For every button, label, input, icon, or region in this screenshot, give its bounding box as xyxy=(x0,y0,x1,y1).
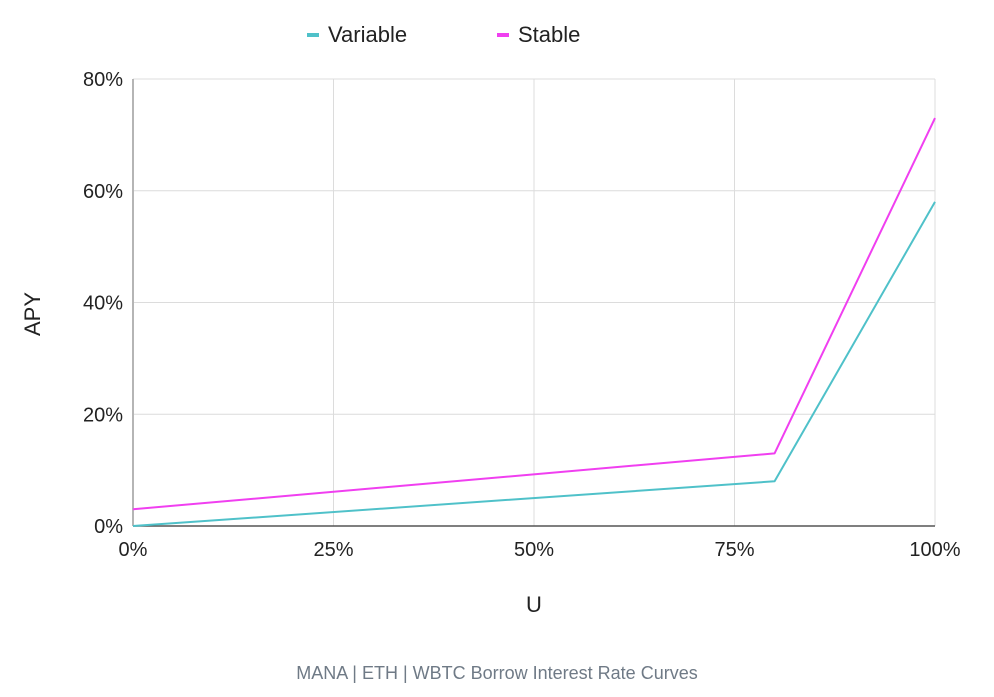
x-axis-label: U xyxy=(526,592,542,617)
y-tick-label: 0% xyxy=(94,516,123,538)
y-tick-label: 60% xyxy=(83,181,123,203)
y-axis-label: APY xyxy=(20,292,45,336)
series-line-stable xyxy=(132,117,936,511)
legend: Variable Stable xyxy=(307,22,580,47)
grid xyxy=(132,78,936,527)
y-tick-label: 20% xyxy=(83,404,123,426)
y-tick-label: 40% xyxy=(83,293,123,315)
series-layer xyxy=(132,117,936,527)
series-line-variable xyxy=(132,201,936,527)
x-tick-label: 0% xyxy=(119,539,148,561)
legend-label-variable: Variable xyxy=(328,22,407,47)
x-tick-label: 75% xyxy=(714,539,754,561)
axes xyxy=(132,79,935,527)
x-tick-label: 100% xyxy=(909,539,960,561)
y-tick-label: 80% xyxy=(83,69,123,91)
legend-label-stable: Stable xyxy=(518,22,580,47)
tick-labels: 0% 20% 40% 60% 80% 0% 25% 50% 75% 100% xyxy=(83,69,961,561)
x-tick-label: 50% xyxy=(514,539,554,561)
x-tick-label: 25% xyxy=(313,539,353,561)
chart-caption: MANA | ETH | WBTC Borrow Interest Rate C… xyxy=(296,663,698,683)
